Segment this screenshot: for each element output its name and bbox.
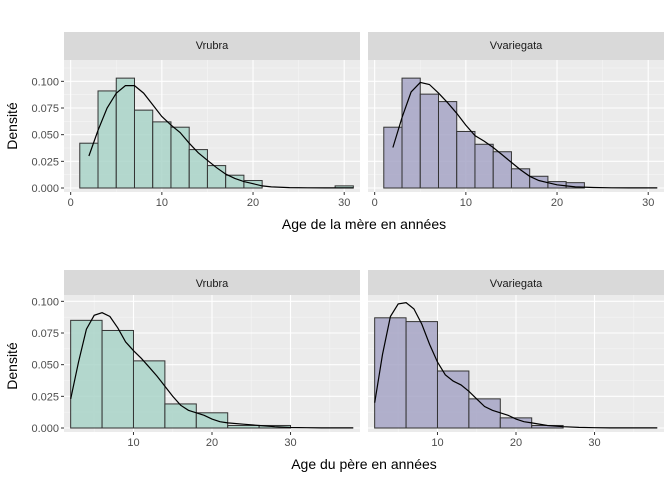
histogram-bar <box>474 143 494 189</box>
y-tick-label: 0.075 <box>31 103 59 115</box>
x-tick-label: 30 <box>642 197 654 209</box>
facet-strip <box>368 270 664 295</box>
y-tick-label: 0.025 <box>31 156 59 168</box>
x-tick-label: 20 <box>206 437 218 449</box>
histogram-bar <box>225 174 245 189</box>
x-tick-label: 20 <box>551 197 563 209</box>
y-tick-label: 0.100 <box>31 76 59 88</box>
x-axis-label: Age du père en années <box>291 456 437 472</box>
x-tick-label: 0 <box>372 197 378 209</box>
y-tick-label: 0.000 <box>31 423 59 435</box>
y-tick-label: 0.000 <box>31 183 59 195</box>
y-tick-label: 0.050 <box>31 130 59 142</box>
facet-strip-label: Vvariegata <box>490 40 543 52</box>
x-tick-label: 20 <box>247 197 259 209</box>
x-tick-label: 10 <box>460 197 472 209</box>
x-tick-label: 10 <box>156 197 168 209</box>
x-tick-label: 0 <box>68 197 74 209</box>
y-tick-label: 0.025 <box>31 391 59 403</box>
histogram-bar <box>133 109 154 189</box>
facet-strip <box>368 32 664 60</box>
histogram-bar <box>419 93 439 189</box>
histogram-bar <box>101 329 134 429</box>
y-axis-label: Densité <box>4 102 20 150</box>
histogram-bar <box>510 168 531 189</box>
histogram-bar <box>132 360 166 429</box>
density-curve <box>374 301 658 429</box>
histogram-bar <box>468 398 501 429</box>
y-axis-label: Densité <box>4 342 20 390</box>
histogram-bar <box>206 165 227 189</box>
x-tick-label: 30 <box>588 437 600 449</box>
histogram-bar <box>188 149 208 189</box>
histogram-bar <box>492 151 512 189</box>
histogram-bar <box>115 77 135 189</box>
x-tick-label: 10 <box>127 437 139 449</box>
histogram-bar <box>437 101 458 189</box>
histogram-bar <box>401 77 421 189</box>
histogram-bar <box>456 130 476 189</box>
histogram-bar <box>97 90 117 189</box>
histogram-bar <box>383 126 403 189</box>
y-tick-label: 0.100 <box>31 296 59 308</box>
density-curve <box>88 84 354 189</box>
histogram-bar <box>79 142 99 189</box>
x-tick-label: 10 <box>431 437 443 449</box>
x-tick-label: 20 <box>510 437 522 449</box>
facet-strip-label: Vrubra <box>196 40 229 52</box>
histogram-bar <box>164 403 197 429</box>
facet-strip-label: Vrubra <box>196 278 229 290</box>
histogram-bar <box>170 126 190 189</box>
density-curve <box>392 81 658 189</box>
y-tick-label: 0.075 <box>31 328 59 340</box>
facet-strip-label: Vvariegata <box>490 278 543 290</box>
x-tick-label: 30 <box>338 197 350 209</box>
facet-strip <box>64 32 360 60</box>
x-tick-label: 30 <box>284 437 296 449</box>
histogram-bar <box>436 370 470 429</box>
x-axis-label: Age de la mère en années <box>282 216 446 232</box>
histogram-bar <box>405 321 438 429</box>
histogram-bar <box>227 424 260 429</box>
histogram-bar <box>152 121 172 189</box>
histogram-bar <box>195 412 229 429</box>
facet-strip <box>64 270 360 295</box>
y-tick-label: 0.050 <box>31 360 59 372</box>
density-curve <box>70 312 354 429</box>
